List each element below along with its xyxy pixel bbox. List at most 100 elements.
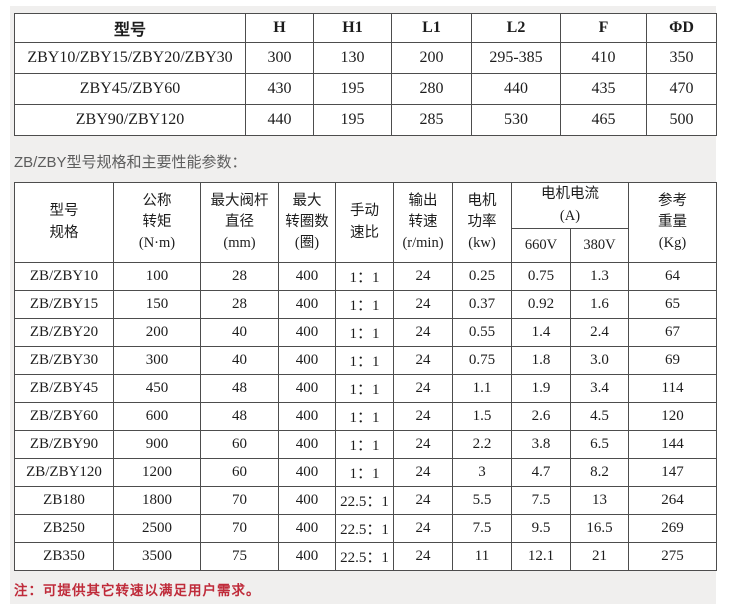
table-cell: 300	[113, 346, 201, 375]
model-cell: ZB/ZBY10	[14, 262, 114, 291]
table-cell: 69	[628, 346, 717, 375]
header-cell-motor-current: 电机电流 (A)	[511, 182, 629, 229]
table-cell: 430	[245, 73, 314, 105]
table-cell: 24	[393, 374, 453, 403]
table-cell: 4.5	[570, 402, 629, 431]
table-cell: 24	[393, 290, 453, 319]
table-cell: 60	[200, 458, 279, 487]
table-cell: 24	[393, 542, 453, 571]
table-cell: 21	[570, 542, 629, 571]
table-cell: 1.4	[511, 318, 571, 347]
table-cell: 48	[200, 374, 279, 403]
section-caption: ZB/ZBY型号规格和主要性能参数：	[14, 154, 247, 171]
header-cell-f: F	[560, 13, 647, 43]
table-cell: 75	[200, 542, 279, 571]
table-cell: 470	[646, 73, 717, 105]
table-cell: 11	[452, 542, 512, 571]
table-cell: 70	[200, 514, 279, 543]
model-cell: ZBY10/ZBY15/ZBY20/ZBY30	[14, 42, 246, 74]
table-cell: 285	[391, 104, 472, 136]
header-cell-output-speed: 输出 转速 (r/min)	[393, 182, 453, 263]
header-cell-l1: L1	[391, 13, 472, 43]
table-cell: 400	[278, 458, 336, 487]
model-cell: ZBY45/ZBY60	[14, 73, 246, 105]
table-cell: 400	[278, 402, 336, 431]
spec-table: 型号 规格 公称 转矩 (N·m) 最大阀杆 直径 (mm) 最大 转圈数 (圈…	[14, 182, 717, 571]
table-cell: 400	[278, 430, 336, 459]
table-cell: 1：1	[335, 374, 394, 403]
header-cell-phi-d: ΦD	[646, 13, 717, 43]
table-cell: 400	[278, 514, 336, 543]
header-cell-model-spec: 型号 规格	[14, 182, 114, 263]
table-row: ZB/ZBY10 100 28 400 1：1 24 0.25 0.75 1.3…	[14, 262, 717, 291]
table-cell: 400	[278, 262, 336, 291]
spec-header-row-sub: 660V 380V	[15, 228, 717, 263]
table-row: ZB250 2500 70 400 22.5：1 24 7.5 9.5 16.5…	[14, 514, 717, 543]
spec-header-row-top: 型号 规格 公称 转矩 (N·m) 最大阀杆 直径 (mm) 最大 转圈数 (圈…	[14, 182, 717, 263]
table-cell: 200	[113, 318, 201, 347]
table-cell: 295-385	[471, 42, 561, 74]
model-cell: ZB/ZBY120	[14, 458, 114, 487]
table-cell: 48	[200, 402, 279, 431]
table-cell: 350	[646, 42, 717, 74]
table-cell: 2.4	[570, 318, 629, 347]
dimensions-table: 型号 H H1 L1 L2 F ΦD ZBY10/ZBY15/ZBY20/ZBY…	[14, 13, 717, 136]
table-row: ZB/ZBY120 1200 60 400 1：1 24 3 4.7 8.2 1…	[14, 458, 717, 487]
table-cell: 9.5	[511, 514, 571, 543]
table-cell: 65	[628, 290, 717, 319]
table-cell: 465	[560, 104, 647, 136]
table-cell: 440	[471, 73, 561, 105]
table-cell: 0.37	[452, 290, 512, 319]
dimensions-header-row: 型号 H H1 L1 L2 F ΦD	[14, 13, 717, 43]
table-row: ZB180 1800 70 400 22.5：1 24 5.5 7.5 13 2…	[14, 486, 717, 515]
table-cell: 2.6	[511, 402, 571, 431]
table-cell: 400	[278, 290, 336, 319]
model-cell: ZB180	[14, 486, 114, 515]
table-cell: 24	[393, 486, 453, 515]
table-cell: 1：1	[335, 402, 394, 431]
table-row: ZB350 3500 75 400 22.5：1 24 11 12.1 21 2…	[14, 542, 717, 571]
table-cell: 1.5	[452, 402, 512, 431]
table-cell: 4.7	[511, 458, 571, 487]
header-cell-stem-diameter: 最大阀杆 直径 (mm)	[200, 182, 279, 263]
table-cell: 40	[200, 318, 279, 347]
table-cell: 400	[278, 486, 336, 515]
table-cell: 130	[313, 42, 392, 74]
header-cell-torque: 公称 转矩 (N·m)	[113, 182, 201, 263]
table-cell: 3.4	[570, 374, 629, 403]
table-cell: 24	[393, 430, 453, 459]
model-cell: ZB/ZBY60	[14, 402, 114, 431]
table-row: ZBY45/ZBY60 430 195 280 440 435 470	[14, 73, 717, 105]
table-cell: 67	[628, 318, 717, 347]
table-row: ZBY90/ZBY120 440 195 285 530 465 500	[14, 104, 717, 136]
table-cell: 269	[628, 514, 717, 543]
table-cell: 3.8	[511, 430, 571, 459]
table-cell: 280	[391, 73, 472, 105]
header-cell-max-turns: 最大 转圈数 (圈)	[278, 182, 336, 263]
table-cell: 8.2	[570, 458, 629, 487]
table-cell: 7.5	[511, 486, 571, 515]
table-row: ZB/ZBY20 200 40 400 1：1 24 0.55 1.4 2.4 …	[14, 318, 717, 347]
table-cell: 5.5	[452, 486, 512, 515]
table-cell: 120	[628, 402, 717, 431]
table-cell: 64	[628, 262, 717, 291]
header-cell-model: 型号	[14, 13, 246, 43]
table-cell: 24	[393, 514, 453, 543]
table-cell: 1800	[113, 486, 201, 515]
table-cell: 7.5	[452, 514, 512, 543]
model-cell: ZB250	[14, 514, 114, 543]
model-cell: ZB/ZBY30	[14, 346, 114, 375]
table-cell: 28	[200, 262, 279, 291]
table-row: ZB/ZBY30 300 40 400 1：1 24 0.75 1.8 3.0 …	[14, 346, 717, 375]
table-cell: 450	[113, 374, 201, 403]
table-cell: 24	[393, 262, 453, 291]
model-cell: ZB350	[14, 542, 114, 571]
table-row: ZB/ZBY45 450 48 400 1：1 24 1.1 1.9 3.4 1…	[14, 374, 717, 403]
table-cell: 1：1	[335, 346, 394, 375]
table-cell: 0.55	[452, 318, 512, 347]
table-cell: 24	[393, 458, 453, 487]
table-cell: 900	[113, 430, 201, 459]
table-cell: 150	[113, 290, 201, 319]
table-cell: 70	[200, 486, 279, 515]
